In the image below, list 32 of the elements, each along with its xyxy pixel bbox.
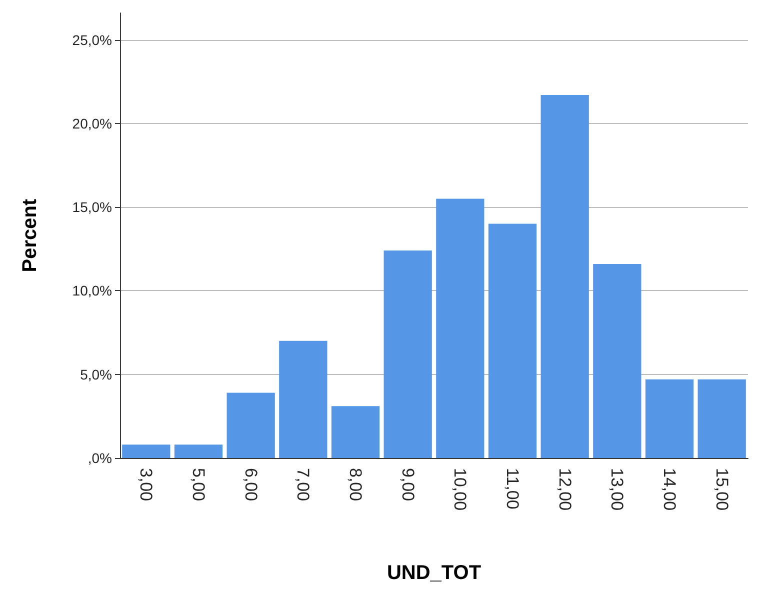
bar <box>488 224 537 458</box>
x-tick-label: 10,00 <box>450 468 470 511</box>
x-tick-label: 14,00 <box>660 468 679 511</box>
y-tick-label: 20,0% <box>72 115 112 132</box>
bar <box>698 379 746 458</box>
y-axis-title: Percent <box>19 198 41 272</box>
bar <box>331 406 380 458</box>
x-tick-label: 12,00 <box>555 468 574 511</box>
x-tick-label: 15,00 <box>712 468 732 511</box>
x-tick-label: 8,00 <box>346 468 365 502</box>
bar <box>436 198 484 458</box>
bar <box>279 340 328 458</box>
x-axis-title: UND_TOT <box>386 562 482 584</box>
bar <box>226 392 275 458</box>
x-tick-label: 7,00 <box>294 468 313 502</box>
x-tick-label: 9,00 <box>398 468 418 502</box>
y-tick-label: 10,0% <box>72 282 112 299</box>
y-tick-label: 25,0% <box>72 32 112 48</box>
y-tick-label: ,0% <box>88 450 112 466</box>
y-tick-label: 5,0% <box>80 366 112 382</box>
bar <box>122 444 170 458</box>
x-tick-label: 11,00 <box>503 468 522 510</box>
bar <box>593 264 642 458</box>
bar <box>540 94 589 458</box>
y-tick-label: 15,0% <box>72 199 112 216</box>
bar <box>174 444 223 458</box>
x-tick-label: 6,00 <box>241 468 260 502</box>
bar <box>645 379 694 458</box>
x-tick-label: 3,00 <box>136 468 156 502</box>
x-tick-label: 13,00 <box>608 468 627 511</box>
bar <box>384 250 432 458</box>
x-tick-label: 5,00 <box>189 468 208 502</box>
